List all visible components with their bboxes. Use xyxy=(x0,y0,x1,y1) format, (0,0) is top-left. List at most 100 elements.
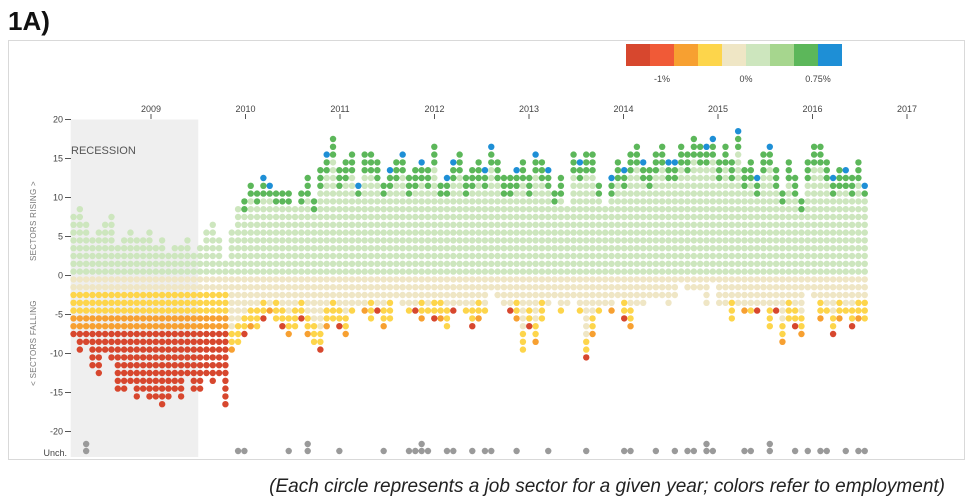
rising-dot xyxy=(665,245,672,252)
falling-dot xyxy=(152,307,159,314)
falling-dot xyxy=(342,323,349,330)
falling-dot xyxy=(848,307,856,314)
rising-dot xyxy=(855,206,862,213)
falling-dot xyxy=(741,291,748,299)
rising-dot xyxy=(646,260,653,267)
falling-dot xyxy=(431,299,438,306)
rising-dot xyxy=(848,206,856,213)
rising-dot xyxy=(823,221,830,228)
rising-dot xyxy=(684,159,691,166)
rising-dot xyxy=(260,198,267,205)
rising-dot xyxy=(614,206,622,213)
rising-dot xyxy=(772,252,780,260)
rising-dot xyxy=(190,252,197,260)
rising-dot xyxy=(462,245,470,252)
rising-dot xyxy=(247,206,254,213)
rising-dot xyxy=(709,260,717,267)
rising-dot xyxy=(507,190,514,197)
falling-dot xyxy=(779,291,786,299)
rising-dot xyxy=(848,237,856,244)
falling-dot xyxy=(120,315,128,322)
rising-dot xyxy=(399,190,406,197)
falling-dot xyxy=(279,323,286,330)
rising-dot xyxy=(285,190,292,197)
falling-dot xyxy=(165,307,172,314)
rising-dot xyxy=(374,245,381,252)
rising-dot xyxy=(817,237,824,244)
rising-dot xyxy=(785,221,792,228)
rising-dot xyxy=(836,252,843,260)
rising-dot xyxy=(766,229,773,236)
unchanged-dot xyxy=(766,440,773,448)
x-tick-label: 2009 xyxy=(141,104,161,114)
rising-dot xyxy=(374,268,381,275)
rising-dot xyxy=(557,198,565,205)
falling-dot xyxy=(165,393,172,400)
falling-dot xyxy=(431,315,438,322)
rising-dot xyxy=(361,159,368,166)
rising-dot xyxy=(386,206,394,213)
falling-dot xyxy=(817,291,824,299)
rising-dot xyxy=(614,268,622,275)
rising-dot xyxy=(108,229,115,236)
rising-dot xyxy=(367,206,375,213)
rising-dot xyxy=(329,167,337,174)
rising-dot xyxy=(741,174,748,182)
falling-dot xyxy=(253,276,261,283)
rising-dot xyxy=(747,245,755,252)
falling-dot xyxy=(519,323,527,330)
rising-dot xyxy=(481,229,489,236)
falling-dot xyxy=(253,291,261,299)
rising-dot xyxy=(222,260,229,267)
falling-dot xyxy=(519,307,527,314)
rising-dot xyxy=(722,182,729,189)
rising-dot xyxy=(317,245,324,252)
rising-dot xyxy=(785,182,792,189)
rising-dot xyxy=(329,143,337,150)
rising-dot xyxy=(791,190,799,197)
falling-dot xyxy=(589,299,596,306)
rising-dot xyxy=(158,245,166,252)
rising-dot xyxy=(158,237,166,244)
falling-dot xyxy=(247,291,254,299)
rising-dot xyxy=(165,252,172,260)
rising-dot xyxy=(82,245,90,252)
rising-dot xyxy=(361,221,368,228)
rising-dot xyxy=(247,190,254,197)
rising-dot xyxy=(570,268,577,275)
rising-dot xyxy=(424,221,432,228)
falling-dot xyxy=(272,299,280,306)
unchanged-dot xyxy=(671,447,679,455)
falling-dot xyxy=(785,307,792,314)
rising-dot xyxy=(412,198,419,205)
rising-dot xyxy=(513,190,520,197)
y-tick-label: 10 xyxy=(53,193,63,203)
rising-dot xyxy=(475,229,482,236)
rising-dot xyxy=(671,268,679,275)
falling-dot xyxy=(519,330,527,338)
rising-dot xyxy=(513,206,520,213)
rising-dot xyxy=(621,260,628,267)
falling-dot xyxy=(196,330,204,338)
rising-dot xyxy=(842,213,849,221)
rising-dot xyxy=(760,268,767,275)
rising-dot xyxy=(658,237,666,244)
falling-dot xyxy=(228,346,235,353)
rising-dot xyxy=(564,229,571,236)
rising-dot xyxy=(279,190,286,197)
rising-dot xyxy=(285,213,292,221)
rising-dot xyxy=(804,213,811,221)
rising-dot xyxy=(589,167,596,174)
falling-dot xyxy=(133,377,140,384)
falling-dot xyxy=(836,299,843,306)
falling-dot xyxy=(171,291,178,299)
rising-dot xyxy=(753,198,761,205)
rising-dot xyxy=(418,190,425,197)
rising-dot xyxy=(285,221,292,228)
rising-dot xyxy=(715,245,723,252)
falling-dot xyxy=(76,338,84,345)
rising-dot xyxy=(507,198,514,205)
falling-dot xyxy=(177,291,185,299)
rising-dot xyxy=(317,213,324,221)
rising-dot xyxy=(475,167,482,174)
